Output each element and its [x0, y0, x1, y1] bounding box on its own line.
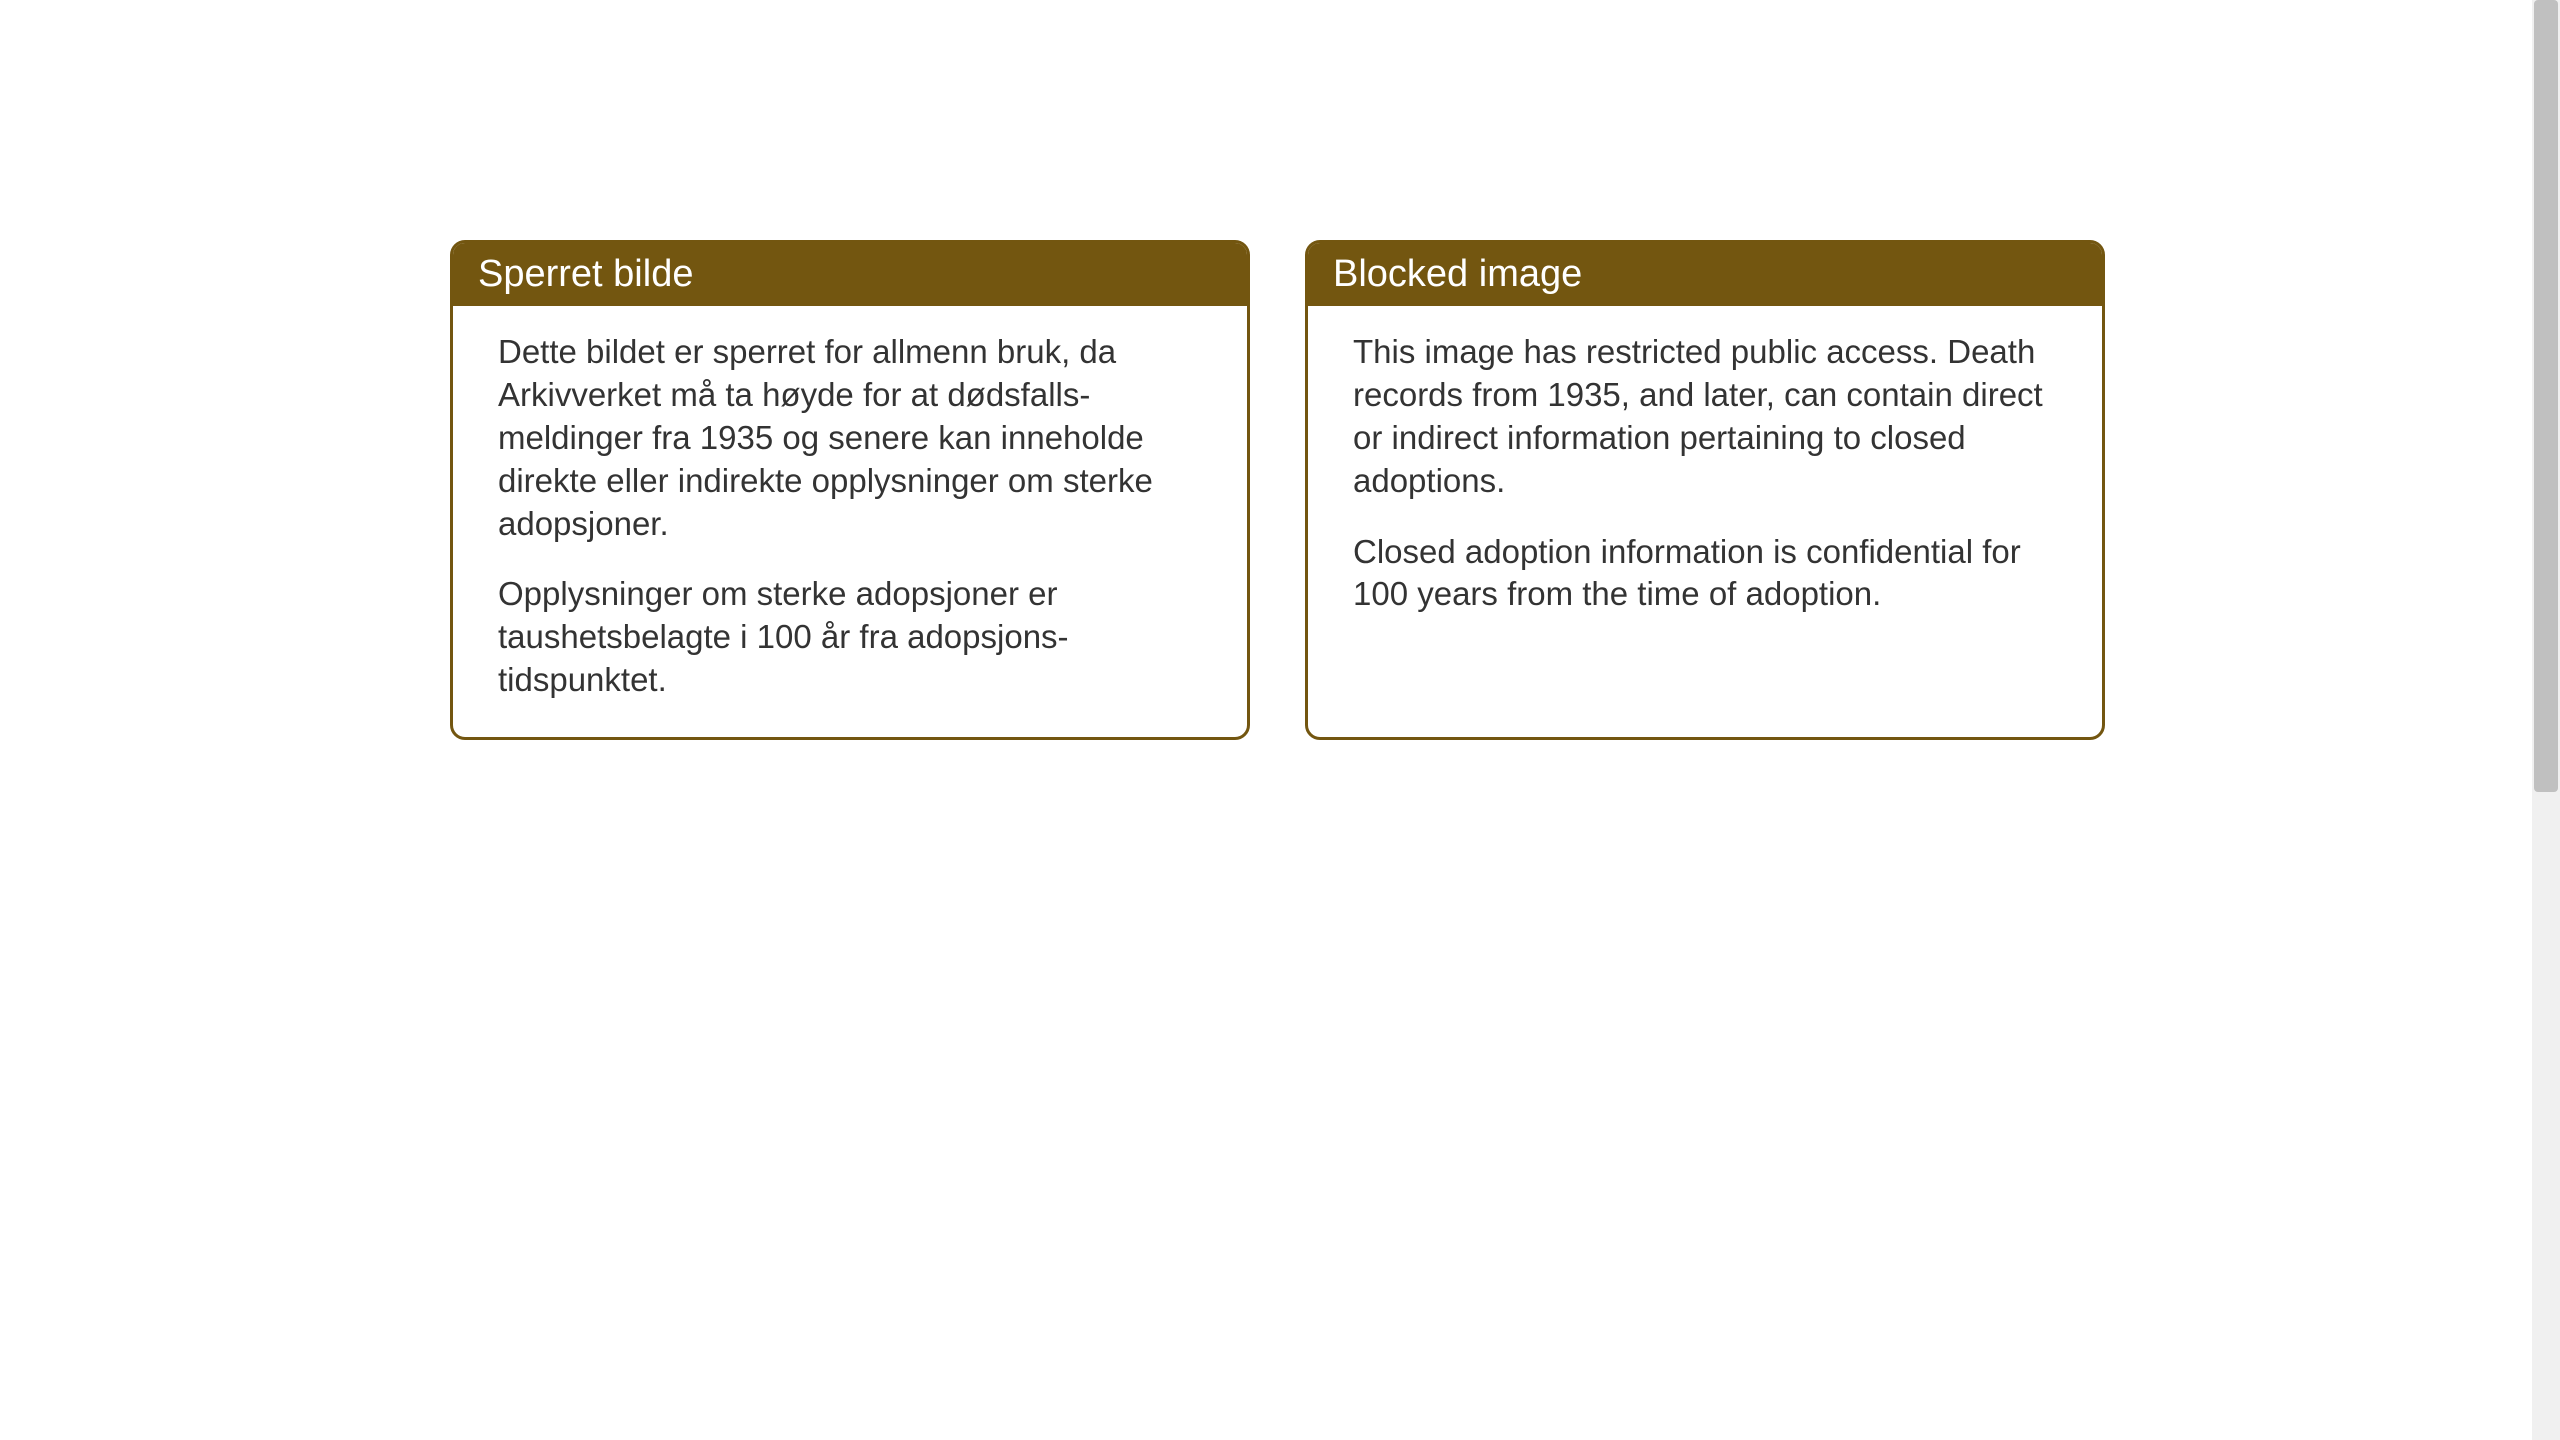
card-paragraph-1-norwegian: Dette bildet er sperret for allmenn bruk… [498, 331, 1202, 545]
card-header-english: Blocked image [1308, 243, 2102, 306]
card-english: Blocked image This image has restricted … [1305, 240, 2105, 740]
card-body-english: This image has restricted public access.… [1308, 306, 2102, 651]
card-header-norwegian: Sperret bilde [453, 243, 1247, 306]
card-body-norwegian: Dette bildet er sperret for allmenn bruk… [453, 306, 1247, 737]
card-paragraph-1-english: This image has restricted public access.… [1353, 331, 2057, 503]
card-norwegian: Sperret bilde Dette bildet er sperret fo… [450, 240, 1250, 740]
scrollbar-track[interactable] [2532, 0, 2560, 1440]
scrollbar-thumb[interactable] [2534, 0, 2558, 792]
card-paragraph-2-english: Closed adoption information is confident… [1353, 531, 2057, 617]
card-paragraph-2-norwegian: Opplysninger om sterke adopsjoner er tau… [498, 573, 1202, 702]
cards-container: Sperret bilde Dette bildet er sperret fo… [0, 0, 2560, 740]
